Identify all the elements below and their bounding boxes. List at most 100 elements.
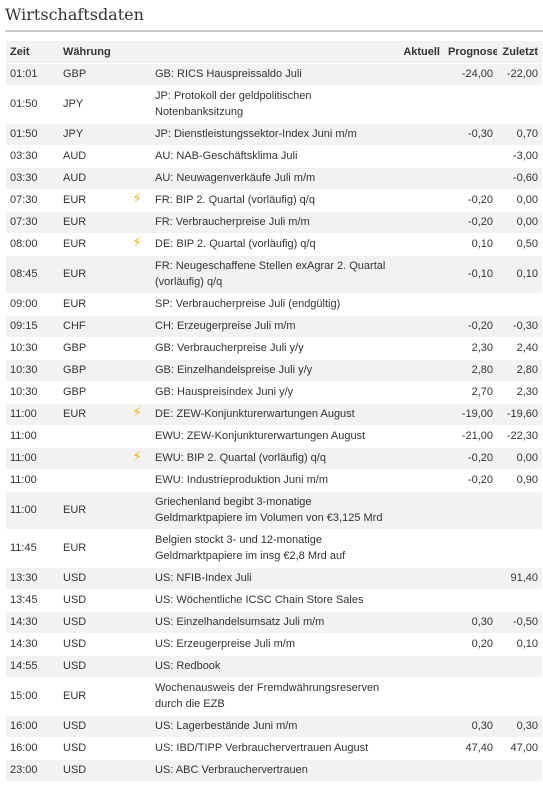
cell-event: Belgien stockt 3- und 12-monatige Geldma… (151, 529, 396, 568)
cell-actual (396, 85, 444, 124)
cell-time: 10:30 (6, 381, 59, 404)
cell-event: DE: BIP 2. Quartal (vorläufig) q/q (151, 233, 396, 256)
cell-actual (396, 655, 444, 678)
cell-previous: 0,00 (497, 447, 542, 470)
cell-importance: ⚡ (123, 447, 151, 470)
cell-currency: USD (59, 737, 123, 760)
cell-actual (396, 677, 444, 716)
title-divider (5, 30, 543, 32)
cell-previous: -3,00 (497, 145, 542, 168)
cell-time: 08:00 (6, 233, 59, 256)
cell-previous (497, 589, 542, 612)
cell-time: 16:00 (6, 715, 59, 738)
cell-importance (123, 611, 151, 634)
cell-importance (123, 293, 151, 316)
cell-importance (123, 85, 151, 124)
cell-forecast (444, 293, 497, 316)
cell-previous: 0,10 (497, 255, 542, 294)
cell-previous: 0,10 (497, 633, 542, 656)
cell-currency: AUD (59, 167, 123, 190)
cell-importance (123, 491, 151, 530)
cell-time: 03:30 (6, 145, 59, 168)
cell-event: US: IBD/TIPP Verbrauchervertrauen August (151, 737, 396, 760)
table-row: 01:50 JPY JP: Protokoll der geldpolitische… (6, 85, 542, 124)
table-row: 07:30 EUR FR: Verbraucherpreise Juli m/m -0… (6, 211, 542, 234)
cell-forecast (444, 655, 497, 678)
cell-importance (123, 359, 151, 382)
cell-event: US: Erzeugerpreise Juli m/m (151, 633, 396, 656)
cell-previous: -22,00 (497, 63, 542, 86)
cell-currency (59, 447, 123, 470)
cell-previous: -0,60 (497, 167, 542, 190)
cell-currency: USD (59, 759, 123, 782)
cell-actual (396, 715, 444, 738)
cell-currency: EUR (59, 403, 123, 426)
cell-actual (396, 737, 444, 760)
cell-importance (123, 211, 151, 234)
cell-currency: GBP (59, 359, 123, 382)
cell-event: FR: BIP 2. Quartal (vorläufig) q/q (151, 189, 396, 212)
cell-previous: 91,40 (497, 567, 542, 590)
cell-importance (123, 145, 151, 168)
table-row: 10:30 GBP GB: Hauspreisindex Juni y/y 2,70 2… (6, 381, 542, 404)
cell-actual (396, 211, 444, 234)
cell-event: FR: Verbraucherpreise Juli m/m (151, 211, 396, 234)
cell-event: US: Redbook (151, 655, 396, 678)
cell-time: 11:00 (6, 491, 59, 530)
cell-currency: EUR (59, 677, 123, 716)
cell-actual (396, 447, 444, 470)
cell-event: SP: Verbraucherpreise Juli (endgültig) (151, 293, 396, 316)
cell-actual (396, 167, 444, 190)
cell-event: JP: Dienstleistungssektor-Index Juni m/m (151, 123, 396, 146)
cell-previous: 47,00 (497, 737, 542, 760)
cell-importance (123, 737, 151, 760)
cell-forecast: -19,00 (444, 403, 497, 426)
table-row: 14:30 USD US: Einzelhandelsumsatz Juli m/m… (6, 611, 542, 634)
cell-importance: ⚡ (123, 233, 151, 256)
cell-currency: EUR (59, 293, 123, 316)
cell-importance (123, 759, 151, 782)
cell-previous: -0,30 (497, 315, 542, 338)
cell-previous (497, 293, 542, 316)
cell-actual (396, 491, 444, 530)
cell-currency: USD (59, 589, 123, 612)
cell-actual (396, 123, 444, 146)
cell-forecast: 0,30 (444, 611, 497, 634)
cell-previous: 0,30 (497, 715, 542, 738)
cell-forecast: -0,20 (444, 189, 497, 212)
cell-previous: 0,90 (497, 469, 542, 492)
cell-importance (123, 63, 151, 86)
economic-calendar-table: Zeit Währung Aktuell Prognose Zuletzt 01… (6, 41, 542, 782)
cell-time: 09:15 (6, 315, 59, 338)
table-row: 10:30 GBP GB: Verbraucherpreise Juli y/y 2,… (6, 337, 542, 360)
cell-actual (396, 589, 444, 612)
cell-currency: EUR (59, 211, 123, 234)
cell-event: US: Lagerbestände Juni m/m (151, 715, 396, 738)
cell-actual (396, 529, 444, 568)
cell-event: US: ABC Verbrauchervertrauen (151, 759, 396, 782)
cell-actual (396, 633, 444, 656)
cell-currency: USD (59, 567, 123, 590)
cell-previous (497, 759, 542, 782)
cell-previous: 0,00 (497, 189, 542, 212)
cell-currency: EUR (59, 189, 123, 212)
cell-previous: -22,30 (497, 425, 542, 448)
cell-currency: USD (59, 655, 123, 678)
cell-time: 16:00 (6, 737, 59, 760)
cell-event: GB: Einzelhandelspreise Juli y/y (151, 359, 396, 382)
table-row: 08:45 EUR FR: Neugeschaffene Stellen exAgr… (6, 255, 542, 294)
cell-importance (123, 633, 151, 656)
table-row: 03:30 AUD AU: Neuwagenverkäufe Juli m/m -0,… (6, 167, 542, 190)
cell-currency: GBP (59, 337, 123, 360)
cell-currency: EUR (59, 529, 123, 568)
cell-time: 01:50 (6, 85, 59, 124)
cell-importance (123, 381, 151, 404)
cell-forecast (444, 167, 497, 190)
cell-currency: AUD (59, 145, 123, 168)
lightning-icon: ⚡ (132, 235, 142, 251)
cell-time: 11:00 (6, 469, 59, 492)
cell-time: 11:00 (6, 403, 59, 426)
cell-importance (123, 677, 151, 716)
cell-previous (497, 655, 542, 678)
cell-event: EWU: BIP 2. Quartal (vorläufig) q/q (151, 447, 396, 470)
